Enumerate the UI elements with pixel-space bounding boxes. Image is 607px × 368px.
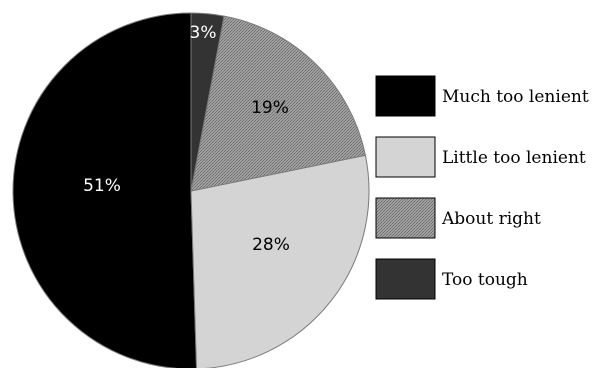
pie-slice-labels: 51% 28% 19% 3% [83, 23, 290, 255]
pie-slice-about-right [190, 15, 366, 192]
pie-slice-too-tough [190, 12, 225, 192]
legend: Much too lenient Little too lenient About … [375, 75, 589, 300]
legend-swatch-too-tough [375, 258, 436, 300]
legend-label-too-tough: Too tough [442, 270, 528, 290]
legend-label-little-too-lenient: Little too lenient [442, 148, 586, 168]
legend-swatch-little-too-lenient [375, 136, 436, 178]
pie-slice-label-little-too-lenient: 28% [252, 235, 290, 255]
pie-slice-much-too-lenient [12, 12, 198, 368]
pie-slices [12, 12, 370, 368]
pie-slice-label-about-right: 19% [251, 98, 289, 118]
pie-slice-label-too-tough: 3% [190, 23, 217, 43]
legend-label-much-too-lenient: Much too lenient [442, 87, 589, 107]
legend-swatch-much-too-lenient [375, 75, 436, 117]
legend-swatch-about-right [375, 197, 436, 239]
pie-slice-little-too-lenient [190, 154, 370, 368]
pie-slice-label-much-too-lenient: 51% [83, 176, 121, 196]
legend-label-about-right: About right [441, 209, 541, 229]
